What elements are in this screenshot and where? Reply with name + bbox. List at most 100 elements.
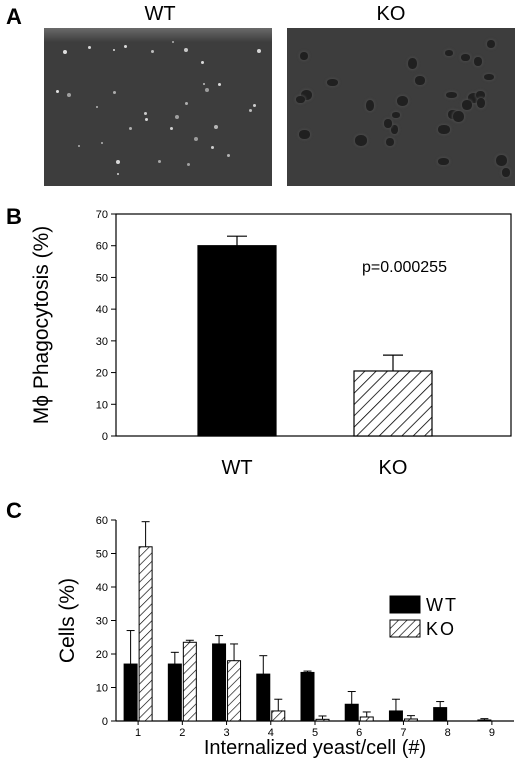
- yeast-particle: [226, 154, 230, 158]
- macrophage-cell: [476, 91, 486, 100]
- plot-frame: [115, 213, 512, 437]
- x-axis-label: Internalized yeast/cell (#): [204, 737, 426, 759]
- macrophage-cell: [437, 125, 450, 135]
- panel-b-letter: B: [6, 204, 22, 229]
- bar-wt-1: [123, 663, 138, 722]
- yeast-particle: [56, 89, 60, 93]
- yeast-particle: [257, 49, 262, 54]
- macrophage-cell: [445, 91, 457, 98]
- yeast-particle: [150, 50, 154, 54]
- yeast-particle: [78, 145, 81, 148]
- yeast-particle: [144, 111, 148, 115]
- yeast-particle: [158, 159, 162, 163]
- bar-wt: [197, 245, 277, 437]
- yeast-particle: [201, 60, 205, 64]
- bar-wt-9: [477, 719, 492, 722]
- bar-ko-3: [227, 660, 242, 722]
- y-axis-label: Cells (%): [56, 578, 79, 663]
- x-category-label: KO: [379, 457, 408, 479]
- yeast-particle: [112, 90, 116, 94]
- yeast-particle: [116, 160, 121, 165]
- yeast-particle: [116, 173, 119, 176]
- legend-label-wt: WT: [426, 595, 458, 615]
- legend-label-ko: KO: [426, 619, 456, 639]
- macrophage-cell: [386, 137, 395, 146]
- macrophage-cell: [461, 100, 472, 111]
- yeast-particle: [129, 127, 133, 131]
- macrophage-cell: [487, 40, 496, 49]
- micrograph-edge-band: [44, 28, 272, 42]
- macrophage-cell: [437, 157, 449, 165]
- y-tick-label: 50: [96, 272, 108, 284]
- bar-ko-6: [359, 716, 374, 722]
- bar-ko-5: [315, 718, 330, 722]
- micrograph-wt-label: WT: [144, 3, 176, 25]
- macrophage-cell: [461, 54, 471, 62]
- macrophage-cell: [384, 119, 393, 129]
- yeast-particle: [100, 142, 103, 145]
- y-tick-label: 40: [96, 304, 108, 316]
- bar-ko-1: [138, 546, 153, 722]
- yeast-particle: [123, 45, 127, 49]
- macrophage-cell: [415, 76, 426, 86]
- legend-swatch-ko: [389, 619, 421, 638]
- bar-ko-7: [403, 718, 418, 722]
- bar-wt-8: [433, 707, 448, 722]
- yeast-particle: [145, 117, 149, 121]
- y-tick-label: 0: [102, 716, 108, 728]
- bar-wt-4: [256, 673, 271, 722]
- y-tick-label: 70: [96, 209, 108, 221]
- y-tick-label: 30: [96, 336, 108, 348]
- y-tick-label: 30: [96, 616, 108, 628]
- y-tick-label: 0: [102, 431, 108, 443]
- y-tick-label: 10: [96, 683, 108, 695]
- x-tick-label: 9: [489, 727, 495, 739]
- yeast-particle: [88, 46, 92, 50]
- yeast-particle: [112, 48, 115, 51]
- macrophage-cell: [467, 92, 480, 103]
- yeast-particle: [204, 87, 209, 92]
- yeast-particle: [187, 162, 191, 166]
- macrophage-cell: [452, 111, 464, 123]
- bar-ko-4: [271, 710, 286, 722]
- macrophage-cell: [473, 56, 482, 66]
- yeast-particle: [253, 103, 257, 107]
- micrograph-ko-label: KO: [376, 3, 406, 25]
- macrophage-cell: [299, 129, 311, 139]
- yeast-particle: [96, 106, 99, 109]
- yeast-particle: [66, 93, 71, 98]
- x-tick-label: 2: [179, 727, 185, 739]
- y-tick-label: 40: [96, 582, 108, 594]
- x-tick-label: 3: [223, 727, 229, 739]
- yeast-particle: [175, 114, 180, 119]
- y-tick-label: 50: [96, 549, 108, 561]
- bar-wt-3: [212, 643, 227, 722]
- x-tick-label: 5: [312, 727, 318, 739]
- y-axis-label: Mϕ Phagocytosis (%): [30, 226, 53, 425]
- bar-wt-7: [388, 710, 403, 722]
- macrophage-cell: [484, 74, 495, 81]
- macrophage-cell: [496, 155, 508, 167]
- yeast-particle: [249, 108, 253, 112]
- yeast-particle: [211, 146, 215, 150]
- bar-ko-2: [182, 641, 197, 722]
- macrophage-cell: [476, 97, 485, 108]
- micrograph-ko: [287, 28, 515, 186]
- yeast-particle: [169, 127, 173, 131]
- macrophage-cell: [445, 50, 454, 57]
- macrophage-cell: [354, 135, 367, 147]
- macrophage-cell: [392, 111, 401, 118]
- x-tick-label: 6: [356, 727, 362, 739]
- macrophage-cell: [390, 125, 398, 135]
- yeast-particle: [218, 83, 222, 87]
- panel-a-letter: A: [6, 4, 22, 29]
- x-tick-label: 7: [400, 727, 406, 739]
- macrophage-cell: [397, 96, 409, 107]
- y-tick-label: 20: [96, 649, 108, 661]
- y-tick-label: 60: [96, 515, 108, 527]
- bar-ko: [353, 370, 433, 437]
- yeast-particle: [184, 102, 188, 106]
- yeast-particle: [62, 50, 67, 55]
- yeast-particle: [202, 83, 205, 86]
- x-tick-label: 1: [135, 727, 141, 739]
